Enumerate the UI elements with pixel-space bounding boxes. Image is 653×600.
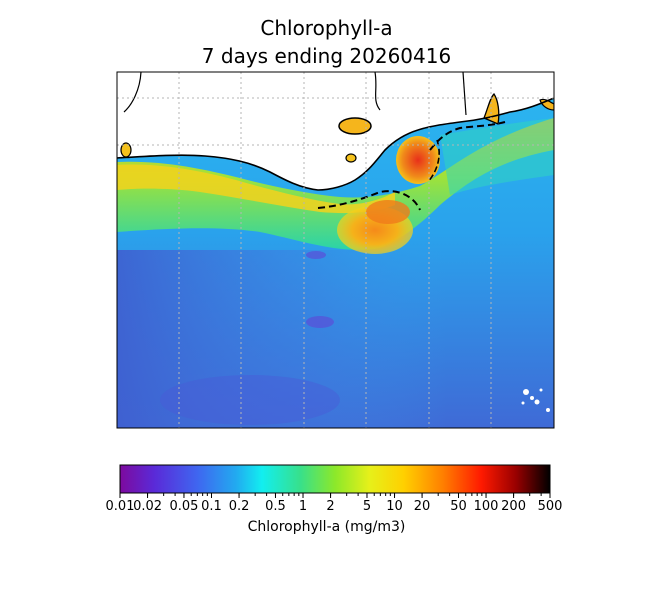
- land-area: [117, 72, 554, 190]
- bay-boundary: [427, 139, 440, 183]
- offshore-patch: [160, 375, 340, 425]
- eastern-shelf: [440, 118, 554, 195]
- colorbar-tick-label: 500: [537, 499, 563, 514]
- map-title-line2: 7 days ending 20260416: [201, 44, 452, 68]
- colorbar-tick-label: 0.5: [265, 499, 286, 514]
- colorbar-tick-label: 2: [326, 499, 335, 514]
- colorbar-tick-label: 0.02: [133, 499, 163, 514]
- colorbar-tick-label: 100: [473, 499, 499, 514]
- colorbar-tick-label: 200: [501, 499, 526, 514]
- colorbar-label: Chlorophyll-a (mg/m3): [247, 519, 406, 535]
- colorbar-tick-label: 0.1: [201, 499, 222, 514]
- offshore-low-chlorophyll: [117, 250, 447, 428]
- colorbar-tick-label: 1: [298, 499, 308, 514]
- low-chlorophyll-patch: [306, 316, 334, 328]
- colorbar-tick-label: 5: [362, 499, 372, 514]
- cloud-gaps: [521, 388, 550, 412]
- barrier-islands: [429, 121, 506, 151]
- low-chlorophyll-patch: [306, 251, 326, 259]
- state-boundary: [123, 72, 142, 113]
- colorbar-tick-label: 0.01: [105, 499, 135, 514]
- lake: [338, 117, 372, 135]
- lake: [345, 153, 357, 163]
- colorbar-tick-label: 50: [450, 499, 467, 514]
- colorbar-tick-label: 0.2: [228, 499, 250, 514]
- map-title-line1: Chlorophyll-a: [260, 16, 393, 40]
- colorbar-gradient: [119, 464, 551, 494]
- graticule: [117, 72, 554, 428]
- state-boundary: [374, 72, 381, 111]
- inshore-high-band: [117, 164, 395, 214]
- map-frame: [116, 71, 555, 429]
- colorbar-tick-label: 20: [413, 499, 431, 514]
- colorbar-tick-label: 10: [386, 499, 403, 514]
- coastline: [117, 97, 554, 191]
- coastal-productive-band: [117, 118, 554, 250]
- state-boundary: [462, 72, 467, 116]
- colorbar-ticks: [119, 493, 551, 498]
- colorbar-tick-label: 0.05: [169, 499, 199, 514]
- river-plume-core: [366, 200, 410, 224]
